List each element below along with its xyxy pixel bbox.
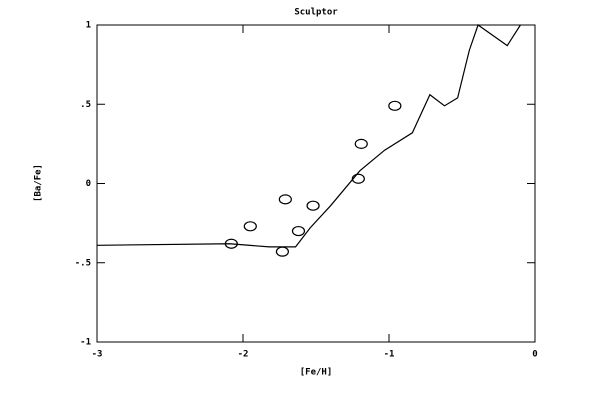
- point: [354, 138, 368, 149]
- y-tick-label: -1: [80, 338, 91, 348]
- x-tick-label: 0: [532, 350, 537, 360]
- x-tick-label: -3: [92, 350, 103, 360]
- y-tick-label: 0: [86, 179, 91, 189]
- y-axis-label: [Ba/Fe]: [34, 164, 44, 202]
- point: [351, 173, 365, 184]
- x-tick-label: -1: [384, 350, 395, 360]
- point: [291, 225, 306, 237]
- chart-title: Sculptor: [294, 8, 338, 18]
- y-tick-label: .5: [80, 100, 91, 110]
- point: [275, 246, 290, 257]
- point: [306, 200, 320, 211]
- point: [278, 194, 292, 205]
- plot-frame: [96, 24, 536, 343]
- point: [243, 221, 257, 232]
- y-tick-label: 1: [86, 21, 91, 31]
- point: [388, 100, 402, 111]
- x-tick-label: -2: [238, 350, 249, 360]
- y-tick-label: -.5: [75, 258, 91, 268]
- line: [96, 24, 521, 248]
- x-axis-label: [Fe/H]: [300, 368, 333, 378]
